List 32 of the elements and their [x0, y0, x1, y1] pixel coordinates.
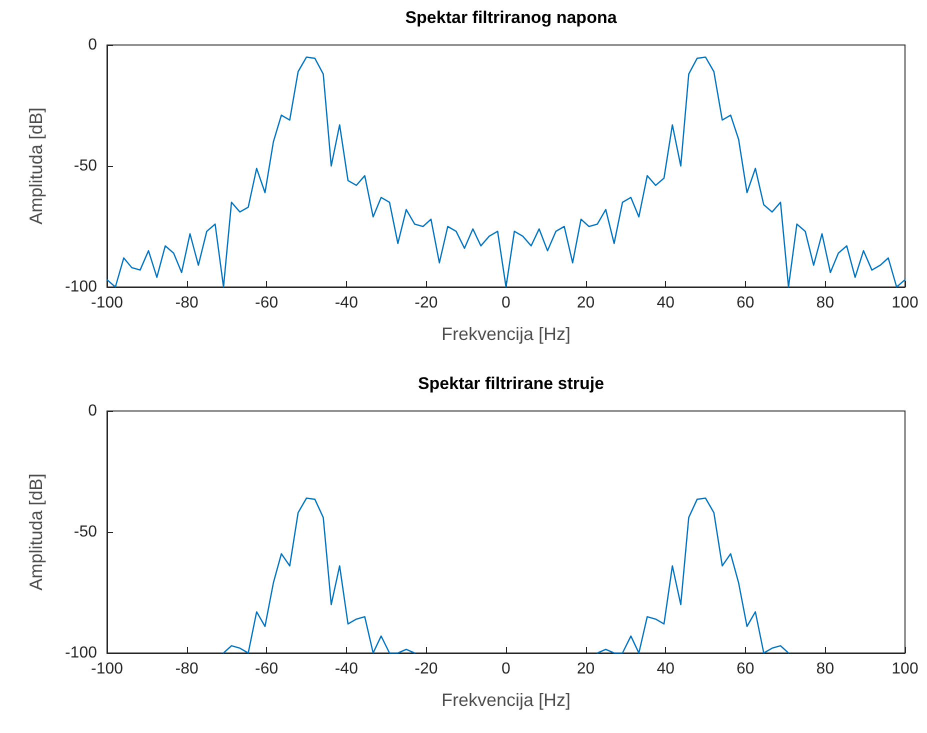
- y-tick-label: -100: [64, 278, 98, 296]
- x-tick-label: 60: [736, 660, 754, 678]
- x-tick-label: -40: [334, 660, 358, 678]
- x-tick-label: 100: [892, 660, 918, 678]
- x-tick-label: -20: [414, 660, 438, 678]
- x-tick-label: 80: [816, 660, 834, 678]
- x-tick-label: 20: [576, 294, 595, 312]
- x-axis-title: Frekvencija [Hz]: [441, 324, 571, 344]
- x-tick-label: 60: [736, 294, 754, 312]
- y-tick-label: -100: [64, 644, 98, 662]
- x-tick-label: 0: [502, 294, 511, 312]
- x-tick-label: -80: [175, 294, 198, 312]
- y-axis-title: Amplituda [dB]: [26, 107, 46, 225]
- x-tick-label: -40: [334, 294, 358, 312]
- y-tick-label: 0: [88, 402, 98, 420]
- x-tick-label: -60: [255, 294, 278, 312]
- chart-title: Spektar filtriranog napona: [405, 8, 618, 27]
- x-tick-label: -20: [414, 294, 438, 312]
- x-tick-label: -80: [175, 660, 198, 678]
- x-tick-label: -60: [255, 660, 278, 678]
- x-axis-title: Frekvencija [Hz]: [441, 690, 571, 710]
- x-tick-label: 40: [656, 660, 675, 678]
- y-axis-title: Amplituda [dB]: [26, 473, 46, 591]
- y-tick-label: -50: [74, 524, 98, 540]
- x-tick-label: 20: [576, 660, 595, 678]
- x-tick-label: 40: [656, 294, 675, 312]
- y-tick-label: -50: [74, 158, 98, 174]
- x-tick-label: 80: [816, 294, 834, 312]
- x-tick-label: 0: [502, 660, 511, 678]
- y-tick-label: 0: [88, 36, 98, 54]
- chart-title: Spektar filtrirane struje: [418, 374, 604, 393]
- x-tick-label: 100: [892, 294, 918, 312]
